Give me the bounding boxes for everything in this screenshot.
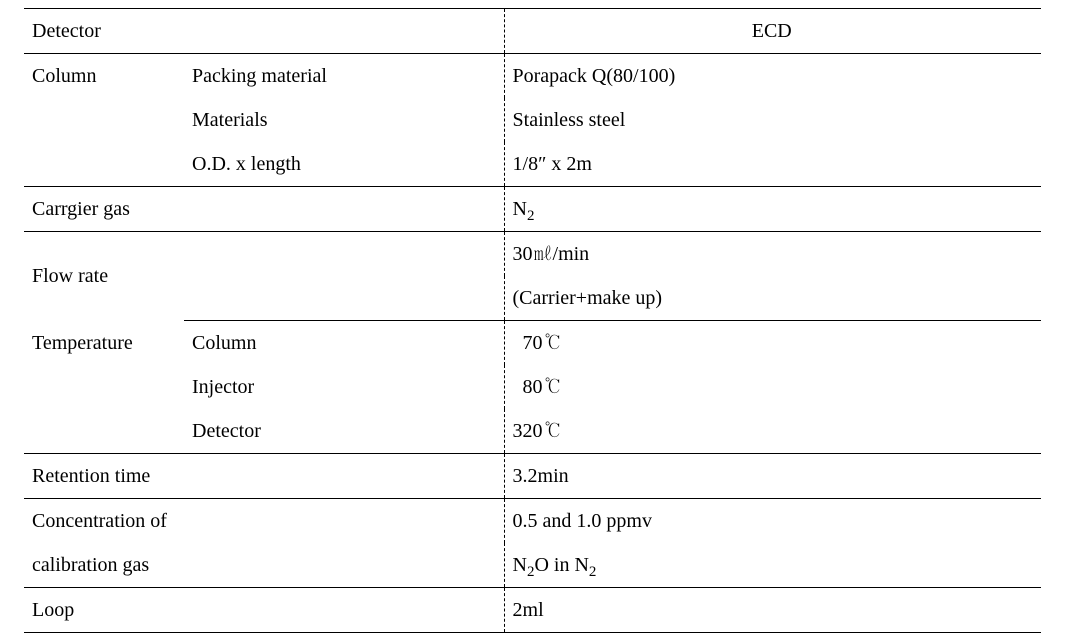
param-subname-cell: O.D. x length <box>184 142 504 187</box>
table-row: Retention time3.2min <box>24 454 1041 499</box>
param-value-cell: Stainless steel <box>504 98 1041 142</box>
table-row: Carrgier gasN2 <box>24 187 1041 232</box>
param-value-cell: 320℃ <box>504 409 1041 454</box>
param-value-cell: (Carrier+make up) <box>504 276 1041 321</box>
param-name-cell: calibration gas <box>24 543 504 588</box>
table-row: Injector 80℃ <box>24 365 1041 409</box>
param-name-cell: Column <box>24 54 184 99</box>
param-value-cell: 1/8″ x 2m <box>504 142 1041 187</box>
param-name-cell: Carrgier gas <box>24 187 504 232</box>
param-subname-cell: Detector <box>184 409 504 454</box>
param-name-cell: Temperature <box>24 321 184 366</box>
param-name-cell: Retention time <box>24 454 504 499</box>
gc-parameters-table: DetectorECDColumnPacking materialPorapac… <box>24 8 1041 633</box>
table-row: Flow rate30㎖/min <box>24 232 1041 277</box>
gc-parameters-table-container: DetectorECDColumnPacking materialPorapac… <box>0 0 1065 594</box>
table-row: TemperatureColumn 70℃ <box>24 321 1041 366</box>
param-name-cell <box>24 365 184 409</box>
subscript: 2 <box>589 564 597 580</box>
param-value-cell: 0.5 and 1.0 ppmv <box>504 499 1041 544</box>
table-body: DetectorECDColumnPacking materialPorapac… <box>24 9 1041 633</box>
param-value-cell: 30㎖/min <box>504 232 1041 277</box>
param-name-cell <box>24 98 184 142</box>
param-name-cell: Detector <box>24 9 504 54</box>
param-subname-cell <box>184 276 504 321</box>
param-value-cell: 80℃ <box>504 365 1041 409</box>
subscript: 2 <box>527 208 535 224</box>
param-subname-cell <box>184 232 504 277</box>
table-row: O.D. x length1/8″ x 2m <box>24 142 1041 187</box>
table-row: Detector320℃ <box>24 409 1041 454</box>
param-value-cell: Porapack Q(80/100) <box>504 54 1041 99</box>
param-name-cell: Concentration of <box>24 499 504 544</box>
param-name-cell: Flow rate <box>24 232 184 321</box>
table-row: DetectorECD <box>24 9 1041 54</box>
param-name-cell <box>24 142 184 187</box>
param-name-cell <box>24 409 184 454</box>
table-row: calibration gasN2O in N2 <box>24 543 1041 588</box>
param-subname-cell: Column <box>184 321 504 366</box>
param-value-cell: 3.2min <box>504 454 1041 499</box>
param-value-cell: N2 <box>504 187 1041 232</box>
table-row: Concentration of0.5 and 1.0 ppmv <box>24 499 1041 544</box>
param-value-cell: N2O in N2 <box>504 543 1041 588</box>
table-row: MaterialsStainless steel <box>24 98 1041 142</box>
param-value-cell: 2ml <box>504 588 1041 633</box>
param-subname-cell: Materials <box>184 98 504 142</box>
subscript: 2 <box>527 564 535 580</box>
table-row: Loop2ml <box>24 588 1041 633</box>
param-value-cell: 70℃ <box>504 321 1041 366</box>
param-name-cell: Loop <box>24 588 504 633</box>
param-value-cell: ECD <box>504 9 1041 54</box>
param-subname-cell: Injector <box>184 365 504 409</box>
table-row: ColumnPacking materialPorapack Q(80/100) <box>24 54 1041 99</box>
param-subname-cell: Packing material <box>184 54 504 99</box>
